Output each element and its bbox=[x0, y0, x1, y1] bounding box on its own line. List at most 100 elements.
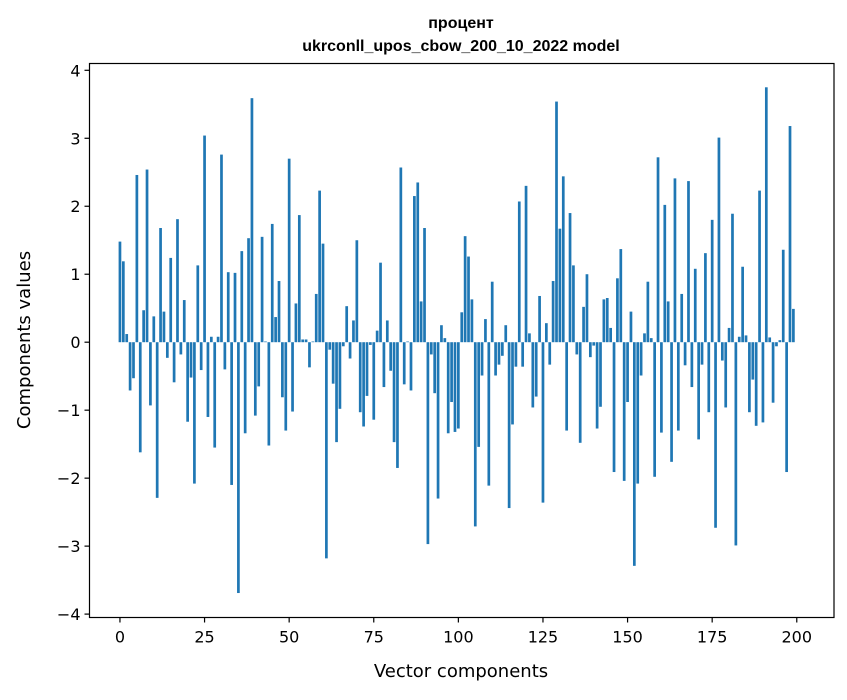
bar bbox=[409, 342, 413, 391]
bar bbox=[240, 251, 244, 343]
bar bbox=[551, 281, 555, 343]
bar bbox=[775, 342, 778, 347]
bar bbox=[480, 342, 484, 376]
bar bbox=[561, 176, 565, 343]
bar bbox=[473, 342, 477, 527]
bar bbox=[270, 223, 274, 343]
bar bbox=[504, 325, 508, 343]
bar bbox=[247, 238, 250, 343]
bar bbox=[196, 265, 200, 343]
x-tick-label: 25 bbox=[194, 628, 214, 647]
bars bbox=[118, 87, 795, 594]
bar bbox=[649, 338, 653, 343]
bar bbox=[429, 342, 433, 355]
bar bbox=[406, 341, 409, 343]
bar bbox=[467, 256, 470, 343]
bar bbox=[511, 342, 514, 425]
bar bbox=[318, 190, 321, 343]
bar bbox=[159, 228, 162, 343]
bar bbox=[379, 262, 382, 343]
bar bbox=[213, 342, 217, 448]
bar bbox=[460, 312, 464, 343]
bar bbox=[233, 272, 237, 343]
bar bbox=[260, 236, 264, 343]
bar bbox=[707, 342, 711, 413]
bar bbox=[135, 174, 139, 343]
bar bbox=[297, 215, 301, 343]
y-axis-label: Components values bbox=[14, 251, 35, 429]
bar bbox=[697, 342, 700, 440]
bar bbox=[632, 342, 636, 566]
x-tick-label: 200 bbox=[782, 628, 813, 647]
bar bbox=[758, 190, 761, 343]
bar bbox=[443, 338, 447, 343]
bar bbox=[372, 342, 376, 420]
bar bbox=[612, 342, 616, 473]
bar bbox=[281, 342, 284, 398]
y-tick-label: −1 bbox=[57, 401, 81, 420]
bar bbox=[277, 281, 281, 343]
bar bbox=[555, 101, 558, 343]
bar bbox=[250, 98, 254, 343]
bar bbox=[186, 342, 189, 422]
bar bbox=[731, 213, 734, 343]
bar bbox=[325, 342, 328, 559]
bar bbox=[284, 342, 288, 431]
bar bbox=[477, 342, 481, 447]
bar bbox=[585, 274, 589, 343]
x-tick-label: 50 bbox=[279, 628, 299, 647]
bar bbox=[355, 240, 359, 343]
y-tick-label: 1 bbox=[70, 265, 80, 284]
bar bbox=[257, 342, 261, 387]
bar bbox=[582, 306, 585, 343]
bar bbox=[274, 317, 277, 343]
bar bbox=[572, 265, 575, 343]
bar bbox=[710, 219, 714, 343]
bar bbox=[538, 295, 541, 343]
bar bbox=[155, 342, 159, 498]
bar bbox=[693, 268, 697, 343]
bar bbox=[348, 342, 352, 359]
bar bbox=[203, 135, 206, 343]
bar bbox=[724, 342, 728, 408]
bar bbox=[291, 342, 294, 412]
bar bbox=[663, 204, 667, 343]
bar bbox=[392, 342, 396, 443]
bar bbox=[507, 342, 511, 509]
bar bbox=[440, 325, 443, 343]
bar bbox=[714, 342, 717, 528]
bar bbox=[588, 342, 592, 358]
bar bbox=[243, 342, 247, 434]
bar bbox=[121, 261, 125, 343]
bar bbox=[385, 320, 389, 343]
bar bbox=[162, 311, 166, 343]
bar bbox=[761, 342, 765, 423]
y-tick-label: 4 bbox=[70, 61, 80, 80]
bar bbox=[748, 342, 751, 413]
bar bbox=[132, 342, 135, 379]
bar bbox=[358, 342, 362, 413]
bar bbox=[727, 327, 731, 343]
bar bbox=[541, 342, 545, 503]
bar bbox=[622, 342, 626, 481]
bar bbox=[490, 281, 494, 343]
bar bbox=[737, 336, 741, 343]
bar bbox=[402, 342, 406, 385]
bar bbox=[629, 311, 633, 343]
x-tick-label: 125 bbox=[528, 628, 559, 647]
bar bbox=[531, 342, 535, 408]
bar bbox=[680, 293, 684, 343]
bar bbox=[189, 342, 193, 378]
x-axis-label: Vector components bbox=[374, 661, 548, 682]
bar bbox=[369, 342, 372, 345]
bar bbox=[494, 342, 497, 376]
bar bbox=[700, 342, 704, 365]
bar bbox=[497, 342, 501, 365]
bar bbox=[169, 257, 173, 343]
bar bbox=[267, 342, 271, 446]
y-tick-label: −3 bbox=[57, 537, 81, 556]
bar bbox=[172, 342, 176, 383]
y-tick-label: 3 bbox=[70, 129, 80, 148]
bar bbox=[335, 342, 338, 443]
